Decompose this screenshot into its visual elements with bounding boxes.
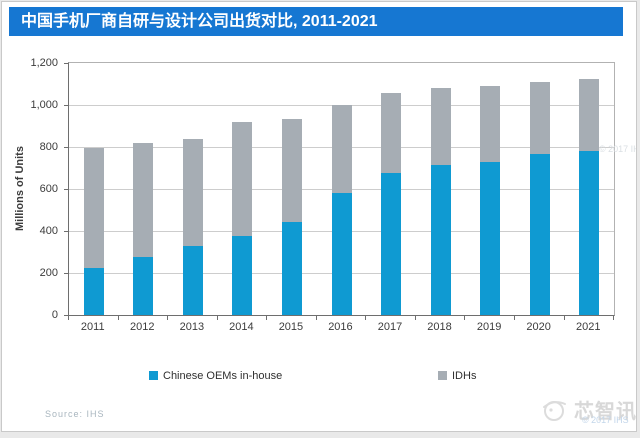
bar-segment-idhs-2017	[381, 93, 401, 174]
y-tick-label-600: 600	[39, 183, 58, 195]
bar-segment-idhs-2020	[529, 82, 550, 155]
bar-segment-chinese-oems-in-house-2012	[133, 257, 154, 315]
x-tick-label-2018: 2018	[427, 321, 452, 333]
x-tick-mark	[464, 316, 466, 320]
x-tick-mark	[513, 316, 515, 320]
bar-segment-idhs-2021	[579, 78, 600, 152]
x-tick-mark	[414, 316, 416, 320]
y-tick-label-200: 200	[39, 267, 58, 279]
bar-segment-chinese-oems-in-house-2021	[579, 151, 600, 315]
brand-name: 芯智讯	[574, 401, 637, 423]
x-tick-mark	[613, 316, 614, 320]
bar-segment-chinese-oems-in-house-2014	[232, 236, 253, 315]
xinzhixun-logo-icon	[543, 401, 566, 421]
x-tick-label-2011: 2011	[80, 321, 105, 333]
y-tick-mark	[64, 63, 68, 64]
x-tick-mark	[563, 316, 565, 320]
plot-copyright-watermark: © 2017 IHS	[599, 144, 636, 154]
source-label: Source: IHS	[45, 409, 105, 419]
x-tick-label-2012: 2012	[130, 321, 155, 333]
x-tick-label-2014: 2014	[229, 321, 254, 333]
legend-label-chinese-oems: Chinese OEMs in-house	[163, 370, 283, 382]
bar-segment-idhs-2014	[232, 121, 253, 237]
plot-area	[68, 62, 615, 316]
bar-segment-chinese-oems-in-house-2019	[480, 161, 501, 315]
legend-item-idhs: IDHs	[438, 370, 476, 382]
brand-copyright: © 2017 IHS	[582, 415, 629, 425]
bar-segment-chinese-oems-in-house-2018	[430, 164, 451, 315]
x-tick-label-2016: 2016	[328, 321, 353, 333]
legend-label-idhs: IDHs	[452, 370, 477, 382]
x-tick-label-2015: 2015	[278, 321, 304, 333]
y-tick-mark	[64, 189, 68, 190]
x-tick-label-2021: 2021	[576, 321, 601, 333]
y-tick-label-0: 0	[51, 309, 58, 321]
bar-segment-chinese-oems-in-house-2017	[381, 173, 401, 315]
y-tick-label-1,200: 1,200	[30, 57, 58, 69]
page-title: 中国手机厂商自研与设计公司出货对比, 2011-2021	[9, 7, 623, 36]
x-tick-mark	[315, 316, 317, 320]
bar-segment-chinese-oems-in-house-2011	[83, 267, 104, 315]
y-tick-mark	[64, 315, 68, 316]
x-tick-mark	[365, 316, 367, 320]
bar-segment-chinese-oems-in-house-2015	[282, 221, 302, 315]
y-tick-label-1,000: 1,000	[30, 99, 58, 111]
x-tick-mark	[167, 316, 169, 320]
bar-segment-idhs-2012	[133, 142, 154, 258]
y-tick-mark	[64, 273, 68, 274]
bar-segment-idhs-2018	[430, 88, 451, 165]
x-tick-label-2013: 2013	[179, 321, 205, 333]
y-tick-label-800: 800	[39, 141, 58, 153]
bar-segment-idhs-2016	[331, 105, 352, 194]
legend-swatch-chinese-oems	[149, 371, 158, 380]
y-tick-label-400: 400	[39, 225, 58, 237]
bar-segment-idhs-2019	[480, 86, 501, 162]
bar-segment-idhs-2015	[282, 118, 302, 222]
chart-card: 中国手机厂商自研与设计公司出货对比, 2011-2021 Millions of…	[1, 1, 637, 432]
x-tick-mark	[216, 316, 218, 320]
x-tick-label-2020: 2020	[526, 321, 551, 333]
legend-item-chinese-oems: Chinese OEMs in-house	[149, 370, 282, 382]
bar-segment-idhs-2013	[182, 138, 203, 246]
y-tick-mark	[64, 147, 68, 148]
legend-swatch-idhs	[438, 371, 447, 380]
x-tick-mark	[117, 316, 119, 320]
bar-segment-chinese-oems-in-house-2013	[182, 245, 203, 315]
bar-segment-idhs-2011	[83, 148, 104, 268]
y-tick-mark	[64, 231, 68, 232]
y-tick-mark	[64, 105, 68, 106]
brand-watermark: 芯智讯 © 2017 IHS	[541, 394, 637, 431]
bar-segment-chinese-oems-in-house-2016	[331, 193, 352, 315]
x-tick-mark	[266, 316, 268, 320]
x-tick-label-2017: 2017	[377, 321, 403, 333]
x-tick-label-2019: 2019	[476, 321, 502, 333]
bar-segment-chinese-oems-in-house-2020	[529, 154, 550, 315]
x-tick-mark	[68, 316, 69, 320]
